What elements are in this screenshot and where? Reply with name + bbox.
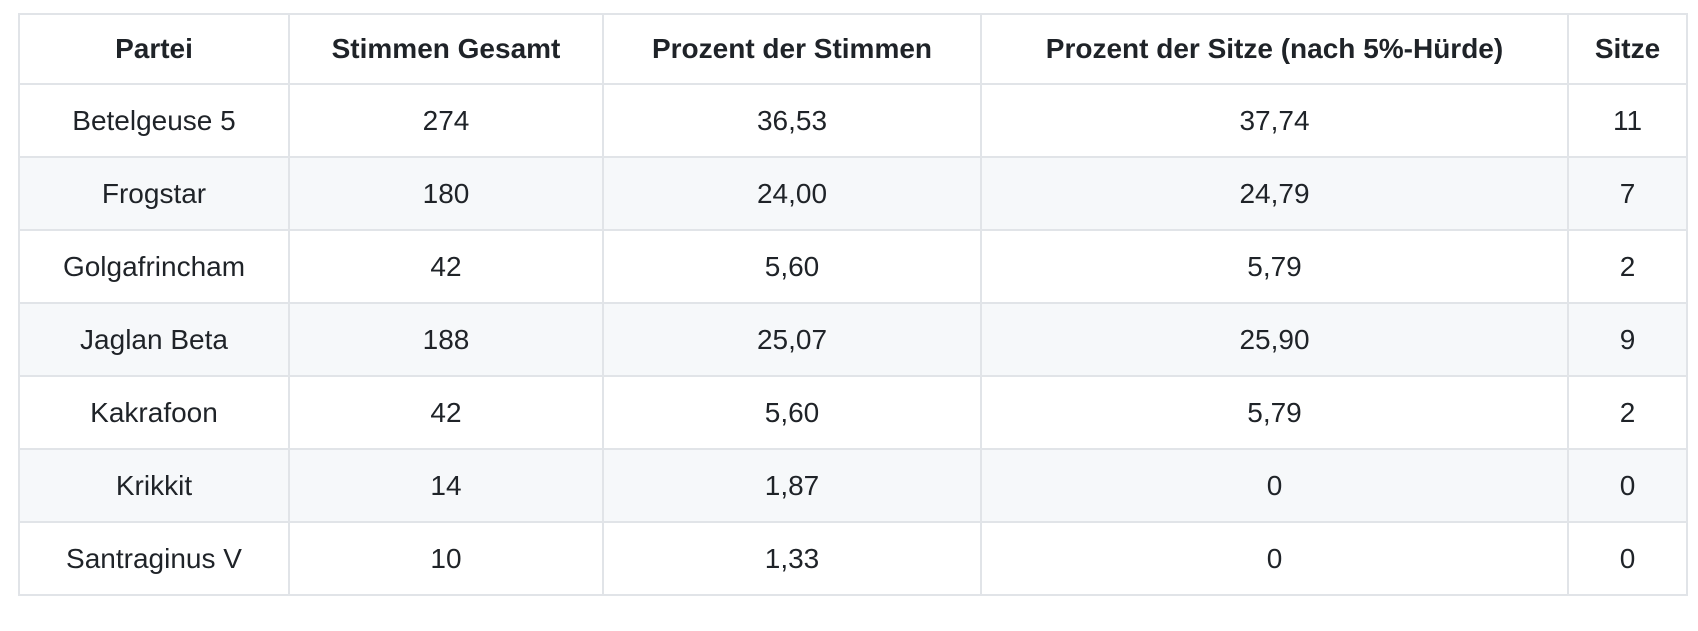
vote-percent-cell: 25,07 bbox=[602, 302, 982, 377]
party-cell: Golgafrincham bbox=[18, 229, 290, 304]
election-results-table: Partei Stimmen Gesamt Prozent der Stimme… bbox=[18, 13, 1688, 596]
party-cell: Betelgeuse 5 bbox=[18, 83, 290, 158]
table-body: Betelgeuse 5 274 36,53 37,74 11 Frogstar… bbox=[18, 83, 1688, 596]
seat-percent-cell: 24,79 bbox=[980, 156, 1569, 231]
party-cell: Kakrafoon bbox=[18, 375, 290, 450]
table-row: Santraginus V 10 1,33 0 0 bbox=[18, 521, 1688, 596]
votes-total-cell: 14 bbox=[288, 448, 604, 523]
seats-cell: 2 bbox=[1567, 375, 1688, 450]
party-cell: Santraginus V bbox=[18, 521, 290, 596]
seat-percent-cell: 5,79 bbox=[980, 229, 1569, 304]
vote-percent-cell: 5,60 bbox=[602, 229, 982, 304]
table-header: Partei Stimmen Gesamt Prozent der Stimme… bbox=[18, 13, 1688, 85]
vote-percent-cell: 36,53 bbox=[602, 83, 982, 158]
party-cell: Krikkit bbox=[18, 448, 290, 523]
table-row: Golgafrincham 42 5,60 5,79 2 bbox=[18, 229, 1688, 304]
seats-cell: 9 bbox=[1567, 302, 1688, 377]
col-header-sitze: Sitze bbox=[1567, 13, 1688, 85]
seat-percent-cell: 5,79 bbox=[980, 375, 1569, 450]
col-header-stimmen-gesamt: Stimmen Gesamt bbox=[288, 13, 604, 85]
seat-percent-cell: 25,90 bbox=[980, 302, 1569, 377]
table-header-row: Partei Stimmen Gesamt Prozent der Stimme… bbox=[18, 13, 1688, 85]
seats-cell: 2 bbox=[1567, 229, 1688, 304]
votes-total-cell: 42 bbox=[288, 229, 604, 304]
col-header-partei: Partei bbox=[18, 13, 290, 85]
table-row: Krikkit 14 1,87 0 0 bbox=[18, 448, 1688, 523]
col-header-prozent-der-stimmen: Prozent der Stimmen bbox=[602, 13, 982, 85]
vote-percent-cell: 24,00 bbox=[602, 156, 982, 231]
table-row: Frogstar 180 24,00 24,79 7 bbox=[18, 156, 1688, 231]
table-row: Kakrafoon 42 5,60 5,79 2 bbox=[18, 375, 1688, 450]
party-cell: Jaglan Beta bbox=[18, 302, 290, 377]
votes-total-cell: 42 bbox=[288, 375, 604, 450]
table-row: Betelgeuse 5 274 36,53 37,74 11 bbox=[18, 83, 1688, 158]
seats-cell: 0 bbox=[1567, 448, 1688, 523]
vote-percent-cell: 1,87 bbox=[602, 448, 982, 523]
seats-cell: 0 bbox=[1567, 521, 1688, 596]
vote-percent-cell: 1,33 bbox=[602, 521, 982, 596]
seats-cell: 7 bbox=[1567, 156, 1688, 231]
votes-total-cell: 10 bbox=[288, 521, 604, 596]
table-row: Jaglan Beta 188 25,07 25,90 9 bbox=[18, 302, 1688, 377]
seats-cell: 11 bbox=[1567, 83, 1688, 158]
vote-percent-cell: 5,60 bbox=[602, 375, 982, 450]
votes-total-cell: 180 bbox=[288, 156, 604, 231]
seat-percent-cell: 37,74 bbox=[980, 83, 1569, 158]
votes-total-cell: 274 bbox=[288, 83, 604, 158]
votes-total-cell: 188 bbox=[288, 302, 604, 377]
party-cell: Frogstar bbox=[18, 156, 290, 231]
col-header-prozent-der-sitze: Prozent der Sitze (nach 5%-Hürde) bbox=[980, 13, 1569, 85]
seat-percent-cell: 0 bbox=[980, 521, 1569, 596]
seat-percent-cell: 0 bbox=[980, 448, 1569, 523]
